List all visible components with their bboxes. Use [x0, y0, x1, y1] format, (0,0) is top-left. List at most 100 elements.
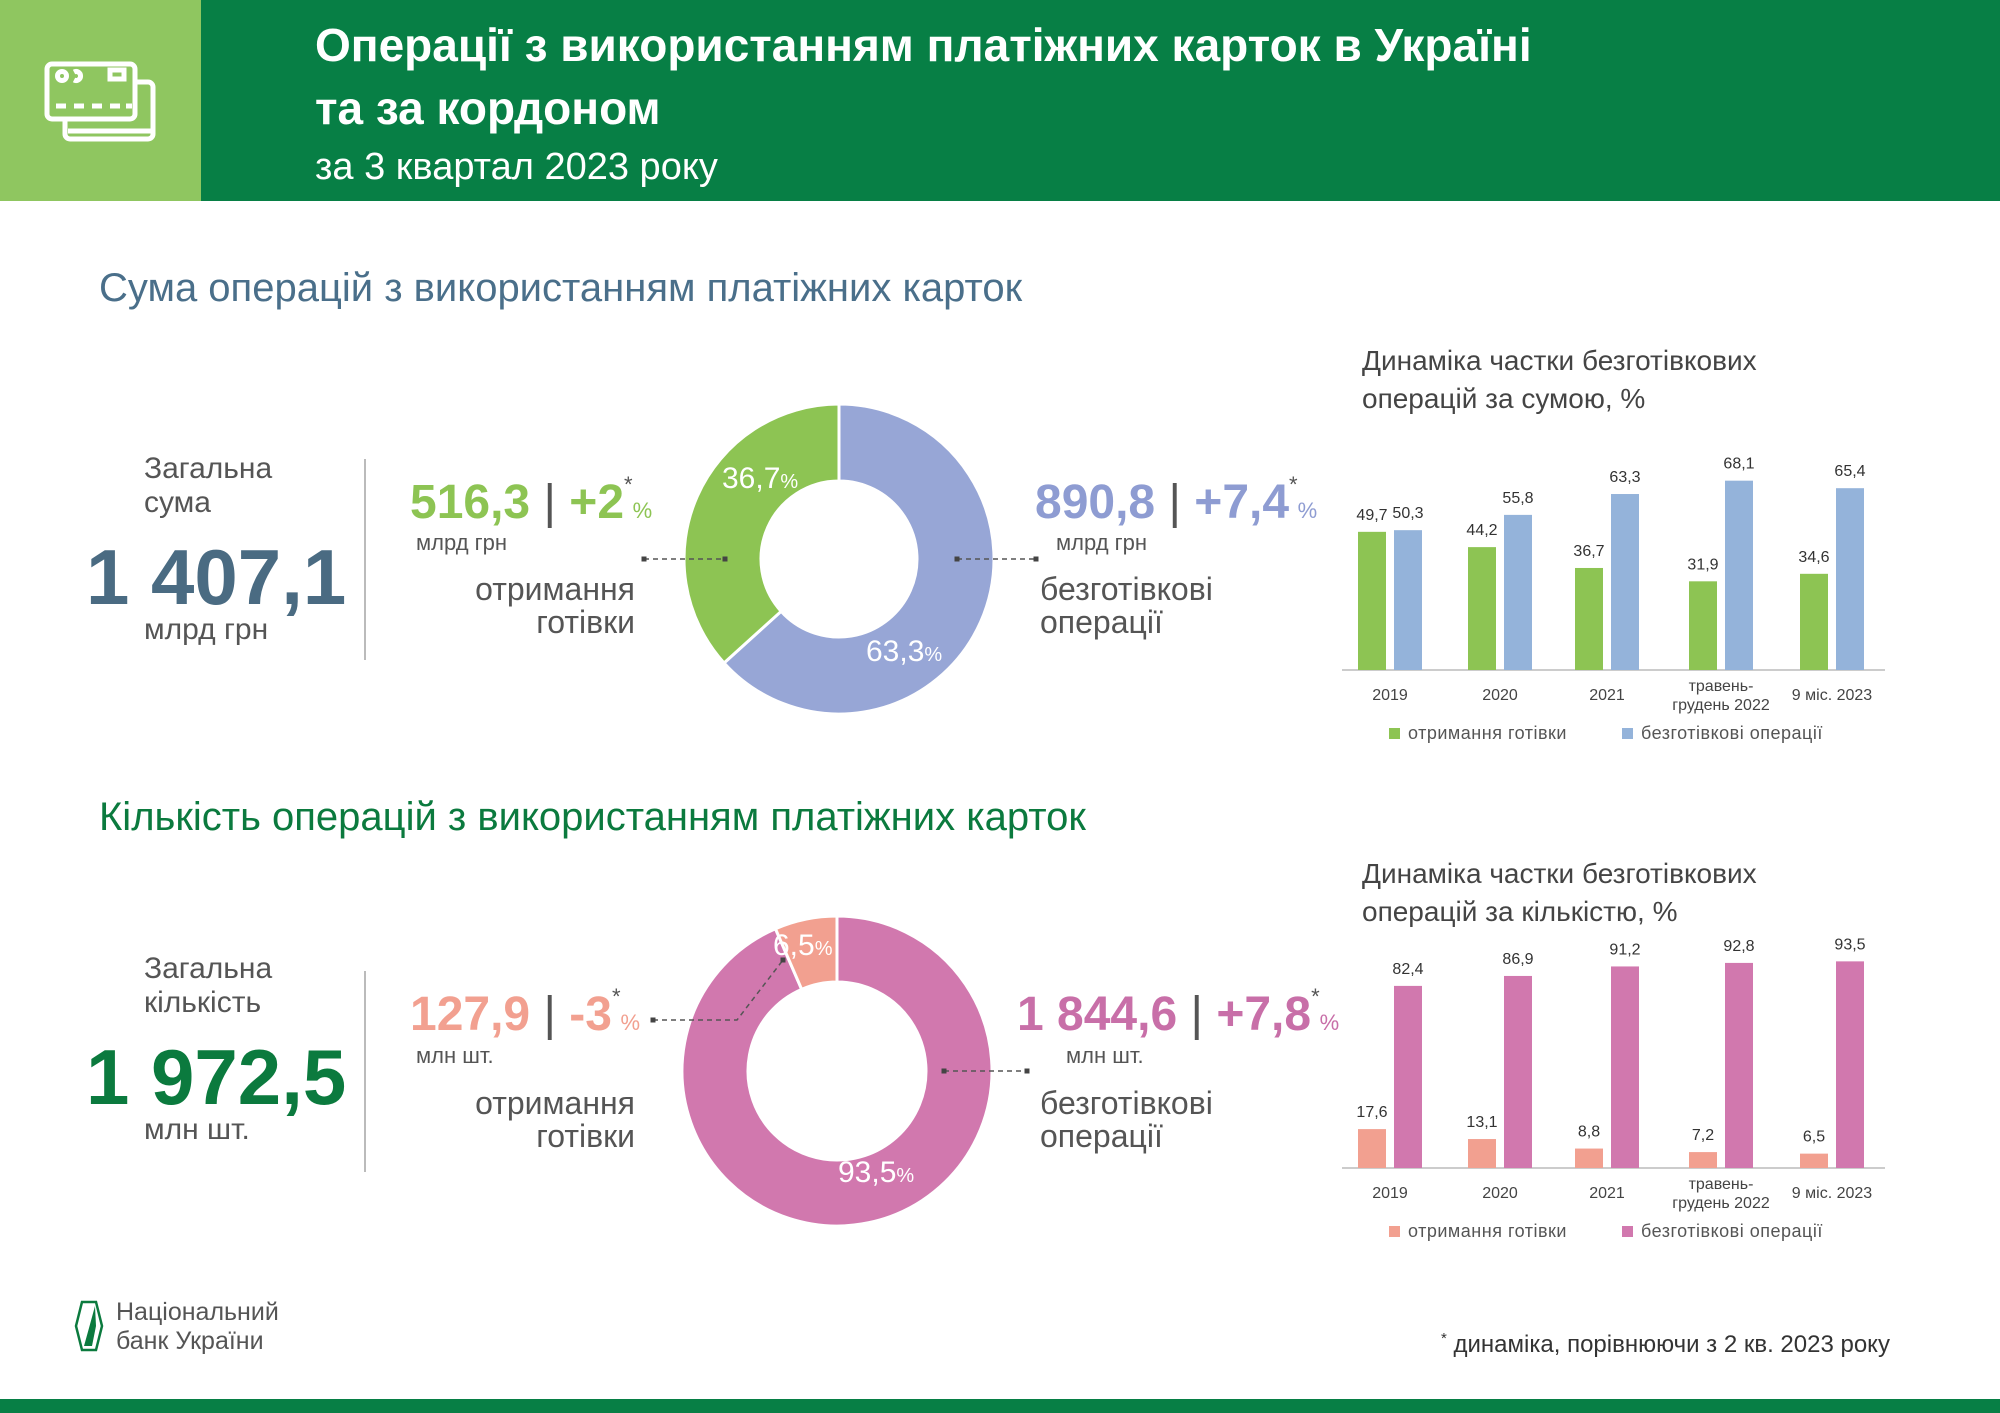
bar-data-label: 93,5: [1834, 936, 1865, 953]
bar-data-label: 36,7: [1573, 543, 1604, 560]
leader-cash-count: [653, 959, 784, 1021]
x-tick-label: травень-: [1689, 678, 1754, 695]
section-title-count: Кількість операцій з використанням платі…: [99, 795, 1086, 839]
bar-data-label: 63,3: [1609, 469, 1640, 486]
bar-data-label: 86,9: [1502, 951, 1533, 968]
page-title-line1: Операції з використанням платіжних карто…: [315, 19, 1532, 71]
bar: [1836, 961, 1864, 1168]
cashless-sum-label: безготівкові операції: [1040, 571, 1213, 640]
bar: [1689, 581, 1717, 670]
leader-dot: [722, 556, 728, 562]
bar-data-label: 13,1: [1466, 1114, 1497, 1131]
cashless-sum-unit: млрд грн: [1056, 530, 1148, 555]
cash-count-value: 127,9 | -3*%: [410, 984, 641, 1041]
x-tick-label: 2021: [1589, 1185, 1625, 1202]
total-count-label-1: Загальна: [144, 952, 273, 985]
nbu-logo-icon: [74, 1300, 104, 1352]
footnote: * динаміка, порівнюючи з 2 кв. 2023 року: [1441, 1330, 1890, 1358]
donut-slice-cash: [682, 402, 841, 666]
cashless-sum-value: 890,8 | +7,4*%: [1035, 472, 1318, 529]
leader-dot: [954, 556, 960, 562]
x-tick-label: 9 міс. 2023: [1792, 687, 1872, 704]
x-tick-label: травень-: [1689, 1176, 1754, 1193]
leader-dot: [780, 957, 786, 963]
bar: [1575, 1148, 1603, 1168]
cashless-count-unit: млн шт.: [1066, 1043, 1144, 1068]
cash-sum-label: отримання готівки: [475, 571, 635, 640]
donut-label-cashless: 93,5%: [838, 1156, 914, 1189]
bar-data-label: 92,8: [1723, 938, 1754, 955]
cash-sum-unit: млрд грн: [416, 530, 508, 555]
legend-swatch: [1622, 728, 1633, 739]
total-sum-unit: млрд грн: [144, 613, 269, 646]
cashless-count-label: безготівкові операції: [1040, 1085, 1213, 1154]
bar: [1725, 962, 1753, 1168]
donut-slice-cash: [773, 914, 839, 992]
x-tick-label: 2021: [1589, 687, 1625, 704]
chart-title: операцій за кількістю, %: [1362, 896, 1677, 927]
footer-bar: [0, 1399, 2000, 1413]
bar: [1836, 488, 1864, 670]
divider: [364, 459, 366, 660]
leader-dot: [641, 556, 647, 562]
total-count-unit: млн шт.: [144, 1113, 250, 1146]
legend-swatch: [1389, 1226, 1400, 1237]
legend-label: безготівкові операції: [1641, 1221, 1823, 1241]
leader-dot: [941, 1068, 947, 1074]
bar: [1358, 531, 1386, 670]
bar: [1394, 530, 1422, 670]
total-sum-label-2: сума: [144, 486, 211, 519]
legend-swatch: [1622, 1226, 1633, 1237]
x-tick-label: 2019: [1372, 687, 1408, 704]
bar: [1611, 966, 1639, 1168]
bar: [1575, 567, 1603, 670]
total-sum-value: 1 407,1: [86, 533, 347, 621]
chart-title: операцій за сумою, %: [1362, 383, 1645, 414]
x-tick-label: 2019: [1372, 1185, 1408, 1202]
x-tick-label: грудень 2022: [1672, 1195, 1770, 1212]
nbu-logo-text: Національний банк України: [116, 1298, 279, 1355]
bar-data-label: 8,8: [1578, 1124, 1600, 1141]
chart-title: Динаміка частки безготівкових: [1362, 858, 1757, 889]
page-title-line2: та за кордоном: [315, 82, 661, 134]
bar: [1504, 514, 1532, 670]
credit-cards-icon: [44, 61, 156, 142]
chart-title: Динаміка частки безготівкових: [1362, 345, 1757, 376]
legend-label: отримання готівки: [1408, 1221, 1567, 1241]
bar-data-label: 7,2: [1692, 1127, 1714, 1144]
legend-label: безготівкові операції: [1641, 723, 1823, 743]
bar: [1611, 494, 1639, 670]
page-subtitle: за 3 квартал 2023 року: [315, 146, 718, 188]
x-tick-label: 2020: [1482, 1185, 1518, 1202]
divider: [364, 971, 366, 1172]
donut-slice-cashless: [680, 914, 994, 1228]
bar: [1394, 985, 1422, 1168]
bar-data-label: 31,9: [1687, 556, 1718, 573]
bar-data-label: 82,4: [1392, 961, 1423, 978]
bar: [1358, 1129, 1386, 1168]
header-banner: [0, 0, 2000, 201]
total-sum-label-1: Загальна: [144, 452, 273, 485]
total-count-label-2: кількість: [144, 986, 262, 1019]
bar-data-label: 50,3: [1392, 505, 1423, 522]
bar: [1468, 547, 1496, 670]
legend-label: отримання готівки: [1408, 723, 1567, 743]
bar-data-label: 68,1: [1723, 456, 1754, 473]
x-tick-label: грудень 2022: [1672, 697, 1770, 714]
cash-count-label: отримання готівки: [475, 1085, 635, 1154]
x-tick-label: 9 міс. 2023: [1792, 1185, 1872, 1202]
bar-data-label: 44,2: [1466, 522, 1497, 539]
bar: [1504, 975, 1532, 1168]
total-count-value: 1 972,5: [86, 1033, 347, 1121]
bar: [1800, 1153, 1828, 1168]
bar: [1725, 480, 1753, 670]
cash-count-unit: млн шт.: [416, 1043, 494, 1068]
nbu-logo: [74, 1300, 104, 1357]
x-tick-label: 2020: [1482, 687, 1518, 704]
bar-data-label: 34,6: [1798, 549, 1829, 566]
bar-data-label: 55,8: [1502, 490, 1533, 507]
leader-dot: [1024, 1068, 1030, 1074]
bar: [1689, 1152, 1717, 1168]
leader-dot: [650, 1017, 656, 1023]
